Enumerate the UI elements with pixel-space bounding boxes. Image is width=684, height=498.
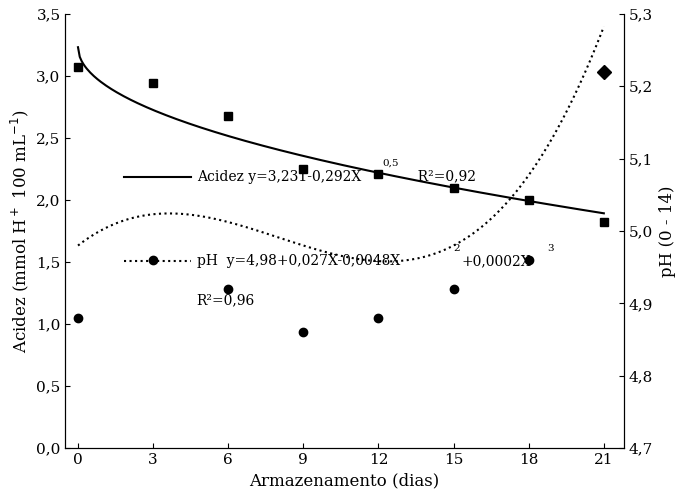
- Y-axis label: Acidez (mmol H$^+$ 100 mL$^{-1}$): Acidez (mmol H$^+$ 100 mL$^{-1}$): [8, 110, 31, 353]
- Text: R²=0,96: R²=0,96: [197, 293, 255, 308]
- Text: pH  y=4,98+0,027X-0,0048X: pH y=4,98+0,027X-0,0048X: [197, 254, 400, 268]
- Text: +0,0002X: +0,0002X: [462, 254, 531, 268]
- Y-axis label: pH (0 - 14): pH (0 - 14): [659, 185, 676, 277]
- X-axis label: Armazenamento (dias): Armazenamento (dias): [250, 473, 440, 490]
- Text: Acidez y=3,231-0,292X: Acidez y=3,231-0,292X: [197, 170, 361, 184]
- Text: 0,5: 0,5: [382, 159, 399, 168]
- Text: R²=0,92: R²=0,92: [409, 170, 476, 184]
- Text: 3: 3: [547, 244, 553, 253]
- Text: 2: 2: [453, 244, 460, 253]
